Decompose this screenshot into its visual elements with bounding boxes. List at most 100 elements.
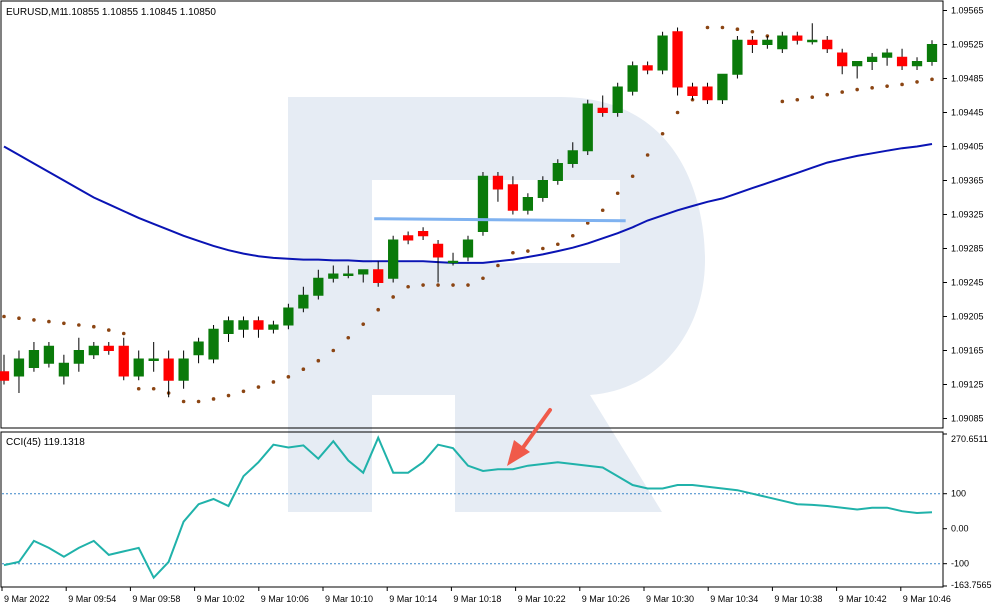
sar-dot — [406, 284, 410, 289]
candle-body — [687, 86, 698, 96]
candle-body — [552, 163, 563, 181]
candle-body — [178, 358, 189, 381]
price-panel[interactable]: EURUSD,M1 1.10855 1.10855 1.10845 1.1085… — [0, 0, 984, 429]
sar-dot — [286, 375, 291, 379]
time-tick-label: 9 Mar 10:22 — [518, 594, 566, 604]
candle — [462, 235, 474, 262]
candle-body — [792, 35, 803, 41]
sar-dot — [2, 314, 6, 319]
time-tick-label: 9 Mar 10:10 — [325, 594, 373, 604]
candle-body — [283, 307, 294, 326]
candle — [477, 172, 489, 236]
watermark-shape — [288, 97, 705, 512]
sar-dot — [855, 87, 859, 92]
sar-dot — [301, 367, 306, 372]
candle — [537, 176, 548, 202]
candle — [807, 23, 818, 45]
sar-dot — [151, 386, 156, 391]
sar-dot — [376, 307, 380, 312]
candle-body — [597, 107, 608, 113]
candle — [432, 240, 444, 283]
cci-levels — [2, 493, 942, 565]
sar-dot — [226, 393, 231, 398]
candle — [28, 342, 40, 372]
candle — [642, 61, 653, 75]
price-tick-label: 1.09125 — [951, 380, 984, 390]
price-axis: 1.09565 1.09525 1.09485 1.09445 1.09405 1.093… — [943, 6, 984, 424]
candle-body — [732, 39, 743, 75]
candle — [402, 231, 414, 245]
sar-dot — [496, 263, 500, 268]
sar-dot — [885, 84, 889, 88]
candle — [657, 31, 668, 75]
candle-body — [537, 180, 548, 198]
candle — [762, 36, 773, 49]
candle-body — [702, 86, 713, 101]
price-tick-label: 1.09325 — [951, 210, 984, 220]
price-tick-label: 1.09565 — [951, 6, 984, 16]
time-tick-label: 9 Mar 10:18 — [453, 594, 501, 604]
candle — [627, 61, 638, 96]
candle — [328, 265, 339, 283]
level-line[interactable] — [374, 217, 626, 223]
sar-dot — [585, 221, 590, 225]
candle-body — [118, 345, 129, 377]
time-tick-label: 9 Mar 10:30 — [646, 594, 694, 604]
sar-dot — [630, 174, 635, 179]
candle-body — [298, 294, 309, 309]
sar-dot — [556, 242, 560, 247]
sar-dot — [391, 295, 395, 299]
horizontal-line[interactable] — [374, 217, 626, 223]
candle — [777, 31, 788, 53]
candle-body — [238, 320, 249, 330]
parabolic-sar — [2, 25, 934, 404]
ma-line — [3, 143, 933, 264]
sar-dot — [346, 335, 351, 340]
cci-tick-label: -163.7565 — [951, 580, 992, 590]
candle — [388, 235, 399, 283]
price-tick-label: 1.09205 — [951, 312, 984, 322]
candle-body — [672, 31, 683, 88]
candle — [567, 142, 578, 168]
candle — [373, 261, 384, 287]
candle — [118, 337, 129, 381]
arrow-head — [507, 440, 530, 466]
candle — [343, 265, 354, 279]
sar-dot — [660, 131, 665, 136]
candle — [298, 286, 309, 313]
candle — [822, 36, 833, 53]
candle — [732, 36, 743, 79]
sar-dot — [780, 99, 785, 104]
sar-dot — [750, 29, 755, 34]
candle — [522, 193, 534, 215]
candle-body — [253, 320, 264, 330]
candle-body — [88, 345, 99, 356]
candle-body — [402, 235, 414, 241]
candle — [148, 342, 159, 372]
sar-dot — [541, 246, 545, 251]
candles — [0, 23, 938, 398]
candle — [193, 337, 204, 364]
time-tick-label: 9 Mar 10:34 — [710, 594, 758, 604]
arrow-shaft — [520, 408, 552, 451]
candle-body — [822, 39, 833, 50]
candle-body — [223, 320, 234, 334]
price-tick-label: 1.09085 — [951, 414, 984, 424]
cci-panel[interactable]: CCI(45) 119.1318 270.6511 100 0.00 -100 -163… — [0, 408, 992, 590]
sar-dot — [600, 208, 605, 213]
candle — [866, 53, 878, 70]
candle — [178, 350, 189, 389]
price-tick-label: 1.09445 — [951, 108, 984, 118]
cci-tick-label: 270.6511 — [951, 434, 988, 444]
candle-body — [926, 44, 938, 62]
candle-body — [417, 231, 429, 237]
sar-dot — [511, 250, 515, 255]
candle-body — [103, 345, 114, 351]
candle — [896, 48, 908, 70]
candle — [58, 354, 70, 385]
candle-body — [447, 260, 459, 264]
candle-body — [28, 350, 40, 368]
time-tick-label: 9 Mar 10:06 — [261, 594, 309, 604]
candle-body — [373, 269, 384, 283]
